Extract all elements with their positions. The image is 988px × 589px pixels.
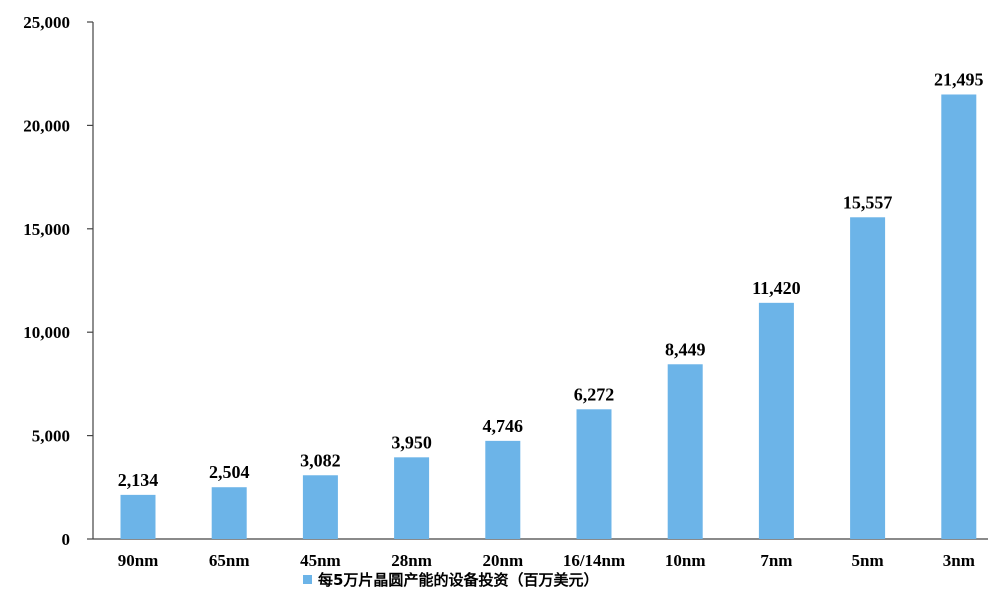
x-tick-label: 28nm [391, 551, 432, 570]
x-axis: 90nm 65nm 45nm 28nm 20nm 16/14nm 10nm 7nm 5nm 3nm [93, 538, 988, 570]
data-label: 21,495 [934, 69, 984, 89]
x-tick-label: 5nm [852, 551, 884, 570]
legend-label: 每5万片晶圆产能的设备投资（百万美元） [318, 571, 598, 589]
bar [120, 494, 156, 539]
bar [850, 217, 886, 539]
bar [485, 440, 521, 539]
data-label: 15,557 [843, 192, 893, 212]
data-label: 4,746 [483, 416, 524, 436]
data-label: 6,272 [574, 384, 615, 404]
x-tick-label: 45nm [300, 551, 341, 570]
data-label: 3,950 [391, 432, 432, 452]
x-tick-label: 20nm [482, 551, 523, 570]
data-label: 8,449 [665, 339, 706, 359]
data-labels: 2,134 2,504 3,082 3,950 4,746 6,272 8,449 11,42… [118, 69, 984, 489]
bar [576, 409, 612, 539]
data-label: 11,420 [752, 278, 801, 298]
x-tick-label: 3nm [943, 551, 975, 570]
bars [120, 94, 977, 539]
data-label: 2,504 [209, 462, 250, 482]
y-tick-label: 20,000 [23, 116, 70, 135]
y-tick-label: 5,000 [32, 427, 70, 446]
x-tick-label: 90nm [118, 551, 159, 570]
bar [211, 487, 247, 539]
y-tick-label: 0 [62, 530, 71, 549]
bar [758, 302, 794, 539]
x-tick-label: 10nm [665, 551, 706, 570]
data-label: 2,134 [118, 470, 159, 490]
data-label: 3,082 [300, 450, 341, 470]
legend: 每5万片晶圆产能的设备投资（百万美元） [303, 571, 598, 589]
bar [667, 364, 703, 539]
x-tick-label: 7nm [760, 551, 792, 570]
y-tick-label: 10,000 [23, 323, 70, 342]
bar [394, 457, 430, 539]
y-tick-label: 15,000 [23, 220, 70, 239]
bar [941, 94, 977, 539]
y-axis: 0 5,000 10,000 15,000 20,000 25,000 [23, 13, 94, 549]
legend-swatch [303, 575, 312, 584]
bar [302, 475, 338, 539]
x-tick-label: 16/14nm [563, 551, 625, 570]
y-tick-label: 25,000 [23, 13, 70, 32]
x-tick-label: 65nm [209, 551, 250, 570]
